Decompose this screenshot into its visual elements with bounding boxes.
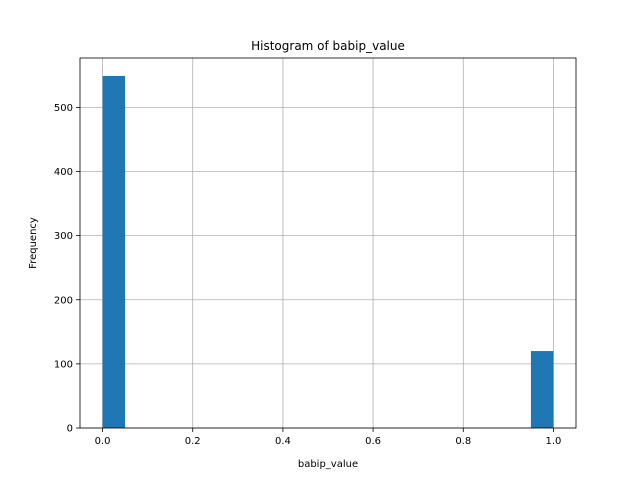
y-tick-label: 400	[54, 167, 73, 178]
y-tick-label: 0	[67, 424, 73, 435]
x-axis-label: babip_value	[298, 459, 358, 470]
y-axis-ticks: 0 100 200 300 400 500	[54, 103, 80, 435]
x-tick-label: 0.2	[185, 436, 201, 447]
x-tick-label: 0.8	[455, 436, 471, 447]
plot-frame	[79, 57, 577, 429]
x-tick-label: 1.0	[546, 436, 562, 447]
x-tick-label: 0.0	[95, 436, 111, 447]
histogram-bars	[102, 75, 554, 428]
x-axis-ticks: 0.0 0.2 0.4 0.6 0.8 1.0	[95, 428, 562, 447]
chart-title: Histogram of babip_value	[251, 39, 405, 53]
y-tick-label: 500	[54, 103, 73, 114]
histogram-bar	[530, 351, 554, 428]
grid-lines	[80, 58, 576, 429]
y-tick-label: 300	[54, 231, 73, 242]
x-tick-label: 0.6	[365, 436, 381, 447]
histogram-bar	[102, 75, 126, 428]
x-tick-label: 0.4	[275, 436, 291, 447]
y-tick-label: 100	[54, 359, 73, 370]
y-tick-label: 200	[54, 295, 73, 306]
y-axis-label: Frequency	[28, 217, 39, 269]
